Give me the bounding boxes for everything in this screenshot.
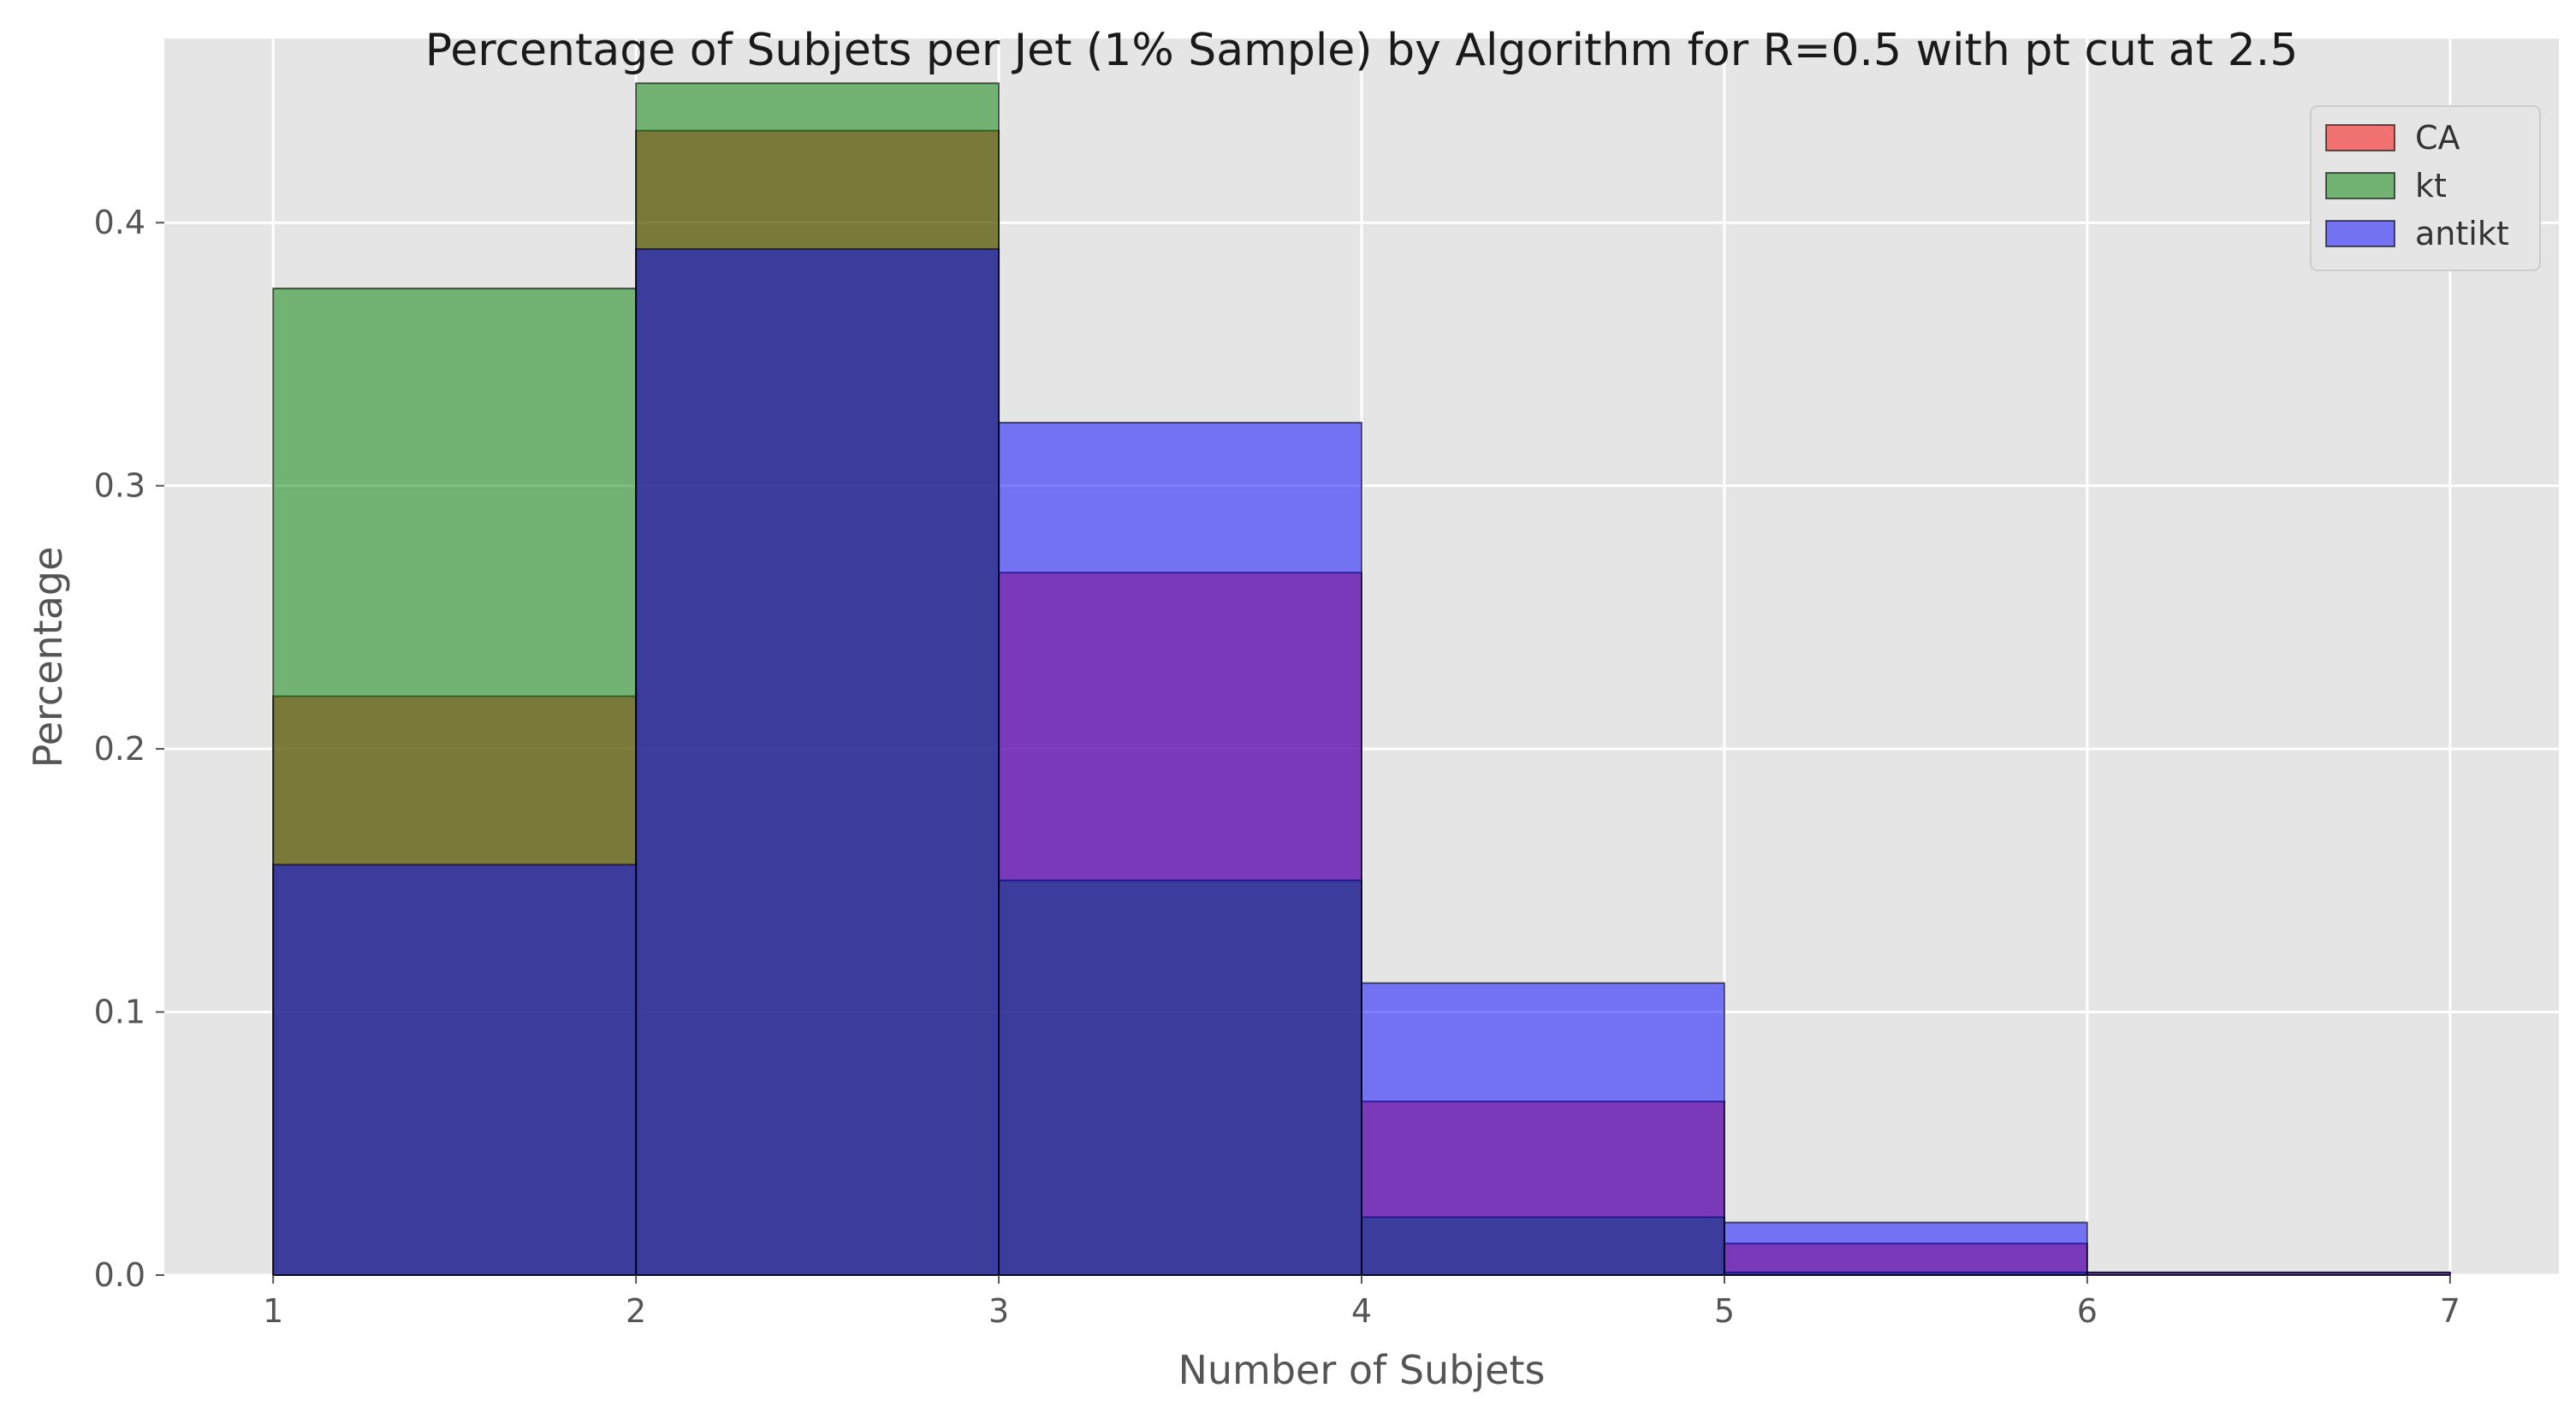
x-tick-label: 3	[988, 1292, 1009, 1330]
legend-label-CA: CA	[2415, 119, 2460, 157]
x-tick-label: 1	[263, 1292, 283, 1330]
bar-antikt-bin-1	[272, 863, 638, 1277]
y-tick-label: 0.2	[94, 730, 145, 768]
legend: CA kt antikt	[2310, 105, 2541, 271]
histogram-bars	[272, 82, 2451, 1277]
legend-swatch-CA	[2325, 124, 2395, 151]
x-tick-label: 7	[2440, 1292, 2460, 1330]
y-axis-ticks: 0.0 0.1 0.2 0.3 0.4	[94, 204, 164, 1294]
x-tick-label: 2	[626, 1292, 646, 1330]
x-axis-ticks: 1 2 3 4 5 6 7	[263, 1275, 2460, 1330]
bar-antikt-bin-3	[998, 421, 1362, 1277]
legend-label-antikt: antikt	[2415, 215, 2509, 252]
bar-antikt-bin-4	[1361, 982, 1725, 1276]
x-tick-label: 5	[1714, 1292, 1735, 1330]
x-tick-label: 4	[1351, 1292, 1372, 1330]
x-axis-label: Number of Subjets	[1178, 1347, 1545, 1393]
y-tick-label: 0.0	[94, 1256, 145, 1294]
y-tick-label: 0.1	[94, 994, 145, 1031]
chart-title: Percentage of Subjets per Jet (1% Sample…	[425, 25, 2299, 76]
y-tick-label: 0.4	[94, 204, 145, 241]
bar-antikt-bin-2	[635, 247, 1000, 1277]
bar-antikt-bin-6	[2086, 1271, 2451, 1277]
bar-antikt-bin-5	[1723, 1221, 2088, 1276]
legend-swatch-kt	[2325, 172, 2395, 199]
legend-swatch-antikt	[2325, 220, 2395, 247]
y-axis-label: Percentage	[25, 547, 71, 768]
legend-label-kt: kt	[2415, 167, 2447, 205]
x-tick-label: 6	[2077, 1292, 2098, 1330]
y-tick-label: 0.3	[94, 467, 145, 505]
